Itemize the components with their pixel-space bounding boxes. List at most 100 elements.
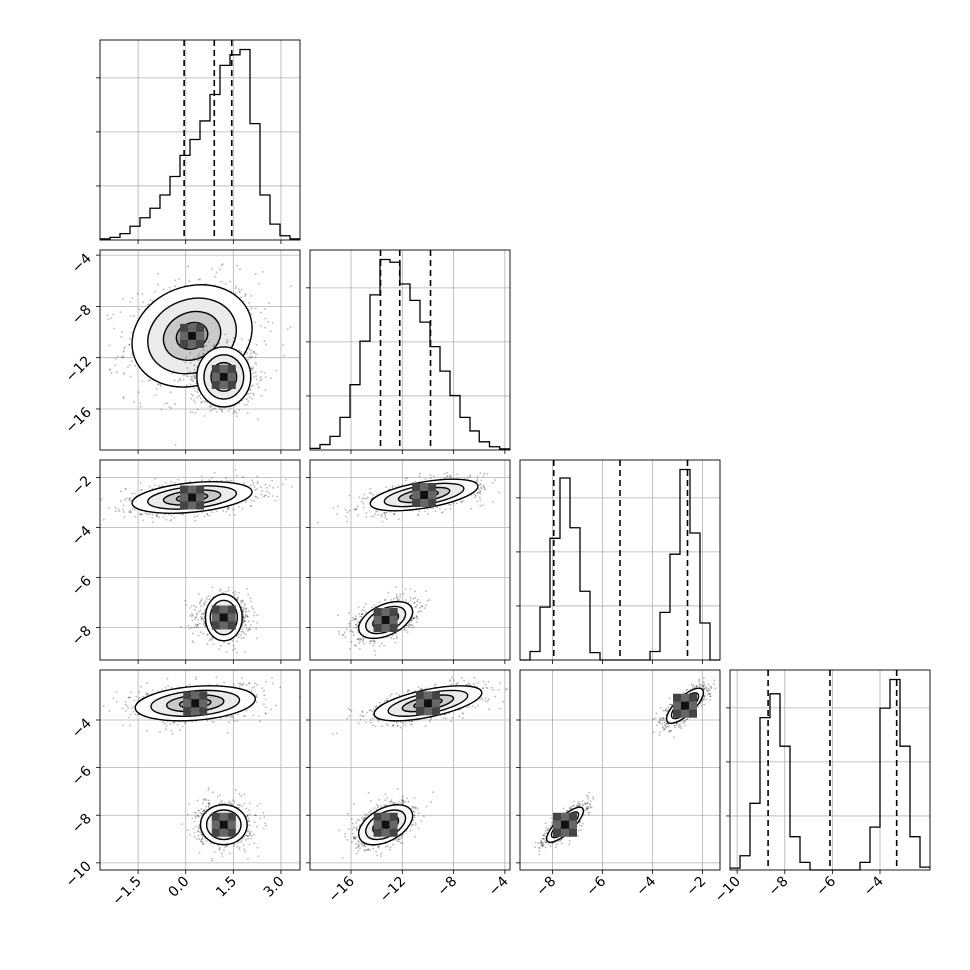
scatter-point (114, 506, 117, 509)
scatter-point (192, 374, 195, 376)
scatter-point (215, 410, 218, 413)
scatter-point (261, 490, 263, 492)
scatter-point (192, 380, 195, 383)
scatter-point (164, 482, 167, 484)
scatter-point (365, 512, 368, 514)
scatter-point (246, 403, 249, 406)
scatter-point (476, 475, 479, 478)
scatter-point (120, 331, 123, 333)
scatter-point (251, 605, 253, 608)
scatter-point (196, 612, 199, 615)
density-core-cell (227, 621, 236, 630)
scatter-point (233, 514, 236, 516)
scatter-point (122, 396, 125, 398)
scatter-point (476, 491, 479, 494)
scatter-point (122, 298, 124, 300)
scatter-point (250, 385, 253, 388)
scatter-point (370, 515, 373, 518)
scatter-point (119, 490, 122, 493)
scatter-point (256, 637, 258, 640)
scatter-point (200, 615, 202, 618)
scatter-point (129, 511, 132, 514)
scatter-point (363, 497, 366, 500)
scatter-point (240, 634, 242, 636)
scatter-point (186, 367, 189, 369)
scatter-point (260, 493, 262, 496)
scatter-point (137, 391, 140, 394)
density-core-cell (196, 493, 205, 502)
scatter-point (247, 358, 250, 361)
density-layer (316, 471, 501, 656)
density-core-cell (211, 621, 220, 630)
scatter-point (194, 519, 196, 522)
scatter-point (157, 382, 160, 385)
scatter-point (426, 507, 429, 510)
scatter-point (252, 350, 255, 353)
scatter-point (246, 616, 249, 618)
scatter-point (247, 630, 249, 632)
scatter-point (246, 615, 249, 618)
scatter-point (254, 321, 257, 324)
scatter-point (249, 357, 252, 359)
scatter-point (244, 624, 246, 627)
scatter-point (141, 293, 144, 296)
scatter-point (259, 325, 262, 328)
scatter-point (394, 513, 396, 515)
scatter-point (128, 343, 131, 346)
scatter-point (255, 375, 258, 377)
scatter-point (372, 515, 375, 518)
scatter-point (248, 301, 251, 304)
scatter-point (197, 359, 200, 362)
scatter-point (383, 512, 386, 515)
scatter-point (256, 482, 259, 484)
scatter-point (429, 474, 432, 477)
scatter-point (114, 364, 117, 367)
scatter-point (193, 358, 196, 361)
scatter-point (460, 500, 462, 503)
scatter-point (227, 508, 230, 511)
scatter-point (243, 617, 246, 619)
scatter-point (241, 600, 244, 603)
scatter-point (268, 484, 271, 487)
scatter-point (249, 600, 252, 603)
scatter-point (258, 282, 261, 285)
scatter-point (221, 410, 224, 413)
scatter-point (406, 477, 408, 480)
scatter-point (215, 510, 218, 513)
scatter-point (438, 507, 441, 510)
scatter-point (263, 340, 266, 343)
scatter-point (199, 602, 201, 605)
scatter-point (242, 609, 245, 612)
scatter-point (134, 515, 137, 518)
scatter-point (153, 477, 156, 480)
scatter-point (424, 510, 427, 513)
scatter-point (162, 484, 164, 487)
scatter-point (203, 415, 206, 417)
scatter-point (357, 514, 359, 517)
scatter-point (162, 288, 165, 291)
scatter-point (197, 623, 199, 626)
scatter-point (374, 513, 376, 516)
scatter-point (194, 412, 197, 414)
scatter-point (470, 507, 473, 510)
scatter-point (202, 632, 205, 635)
scatter-point (365, 515, 368, 518)
scatter-point (466, 477, 469, 479)
scatter-point (253, 394, 255, 396)
scatter-point (253, 611, 256, 614)
scatter-point (202, 623, 205, 626)
scatter-point (227, 589, 230, 592)
scatter-point (260, 370, 263, 373)
density-core-cell (412, 491, 421, 499)
scatter-point (482, 474, 485, 477)
density-core-cell (227, 364, 236, 373)
scatter-point (247, 628, 250, 631)
scatter-point (419, 472, 421, 475)
density-core-cell (219, 372, 228, 381)
scatter-point (239, 600, 242, 602)
scatter-point (141, 380, 143, 383)
scatter-point (290, 486, 293, 488)
scatter-point (353, 508, 356, 511)
scatter-point (482, 484, 485, 487)
